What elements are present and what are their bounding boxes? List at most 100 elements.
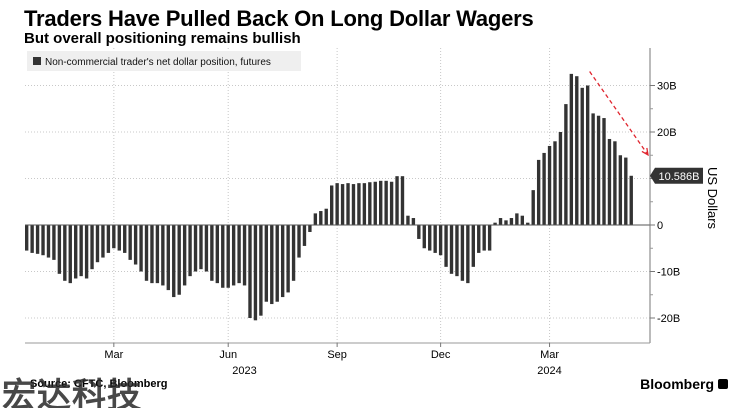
bar	[542, 152, 546, 225]
bar	[389, 181, 394, 225]
bar	[286, 225, 290, 293]
brand-logo: Bloomberg	[640, 376, 728, 392]
bar	[253, 225, 258, 321]
chart-title: Traders Have Pulled Back On Long Dollar …	[24, 6, 534, 31]
bar	[422, 225, 426, 249]
trend-line	[589, 71, 649, 156]
bar	[226, 225, 230, 288]
chart-subtitle: But overall positioning remains bullish	[24, 30, 301, 47]
bar	[242, 225, 247, 286]
bar	[553, 141, 557, 225]
bar	[624, 157, 628, 225]
bar	[613, 141, 617, 225]
bar	[264, 225, 269, 302]
bar	[259, 225, 263, 316]
bar	[471, 225, 475, 267]
bar	[193, 225, 198, 272]
bar	[580, 87, 584, 225]
bar	[330, 185, 334, 225]
bar	[585, 85, 590, 225]
x-axis-ticks: Mar Jun Sep Dec Mar 2023 2024	[104, 343, 562, 377]
bar	[340, 184, 345, 225]
bar	[558, 132, 563, 225]
legend: Non-commercial trader's net dollar posit…	[27, 51, 301, 71]
bar	[460, 225, 465, 281]
last-value-text: 10.586B	[659, 171, 700, 183]
bar	[84, 225, 89, 279]
bar	[428, 225, 432, 251]
bar	[57, 225, 62, 274]
x-year-label: 2023	[232, 365, 256, 377]
bar	[248, 225, 252, 318]
x-tick-label: Mar	[540, 349, 559, 361]
bar	[449, 225, 454, 274]
bar	[607, 138, 612, 225]
y-tick-label: 0	[657, 220, 663, 232]
bar	[406, 215, 410, 225]
bar	[346, 183, 350, 225]
last-value-callout: 10.586B	[650, 167, 703, 184]
bar	[101, 225, 105, 258]
bar	[351, 184, 356, 225]
bar	[368, 182, 372, 225]
trend-arrowhead	[641, 147, 649, 157]
bar	[199, 225, 203, 270]
bar	[155, 225, 160, 284]
bar	[411, 218, 416, 225]
y-tick-label: 30B	[657, 81, 677, 93]
bar	[324, 208, 328, 225]
bar	[123, 225, 127, 253]
watermark: 宏达科技	[2, 376, 142, 408]
bar	[302, 225, 307, 246]
bar-series	[25, 73, 633, 321]
y-tick-label: 20B	[657, 127, 677, 139]
bar	[68, 225, 72, 284]
bar	[487, 225, 492, 251]
bar	[172, 225, 176, 298]
bar	[438, 225, 443, 256]
bar	[575, 76, 579, 225]
bar	[144, 225, 149, 281]
bar	[362, 183, 367, 225]
bar	[602, 118, 606, 225]
bar	[536, 159, 541, 225]
bar	[188, 225, 192, 277]
bar	[117, 225, 121, 251]
legend-box	[27, 51, 301, 71]
bar	[161, 225, 165, 286]
bar	[177, 225, 181, 295]
bar	[210, 225, 214, 281]
bar	[482, 225, 486, 251]
bar	[509, 218, 514, 225]
bar	[504, 220, 508, 225]
bar	[63, 225, 67, 281]
bar	[520, 215, 525, 225]
bar	[629, 175, 633, 225]
x-year-label: 2024	[537, 365, 561, 377]
bar	[221, 225, 225, 288]
x-tick-label: Sep	[327, 349, 347, 361]
bar	[379, 180, 383, 225]
x-tick-label: Jun	[219, 349, 237, 361]
bar	[112, 225, 116, 249]
bar	[25, 225, 29, 251]
bar	[498, 218, 503, 225]
bar	[182, 225, 187, 286]
bar	[444, 225, 448, 267]
y-tick-label: -10B	[657, 267, 680, 279]
bar	[373, 181, 377, 225]
x-tick-label: Mar	[104, 349, 123, 361]
brand-mark-icon	[718, 379, 728, 389]
bar	[618, 155, 623, 225]
trend-arrow	[589, 71, 649, 157]
bar	[547, 145, 552, 225]
bar	[166, 225, 170, 291]
source-note: Source: CFTC, Bloomberg	[30, 378, 168, 390]
bar	[52, 225, 56, 260]
y-axis-label: US Dollars	[705, 167, 720, 230]
bar	[526, 222, 530, 225]
bar	[400, 176, 405, 225]
bar	[384, 180, 388, 225]
bar	[335, 183, 339, 225]
